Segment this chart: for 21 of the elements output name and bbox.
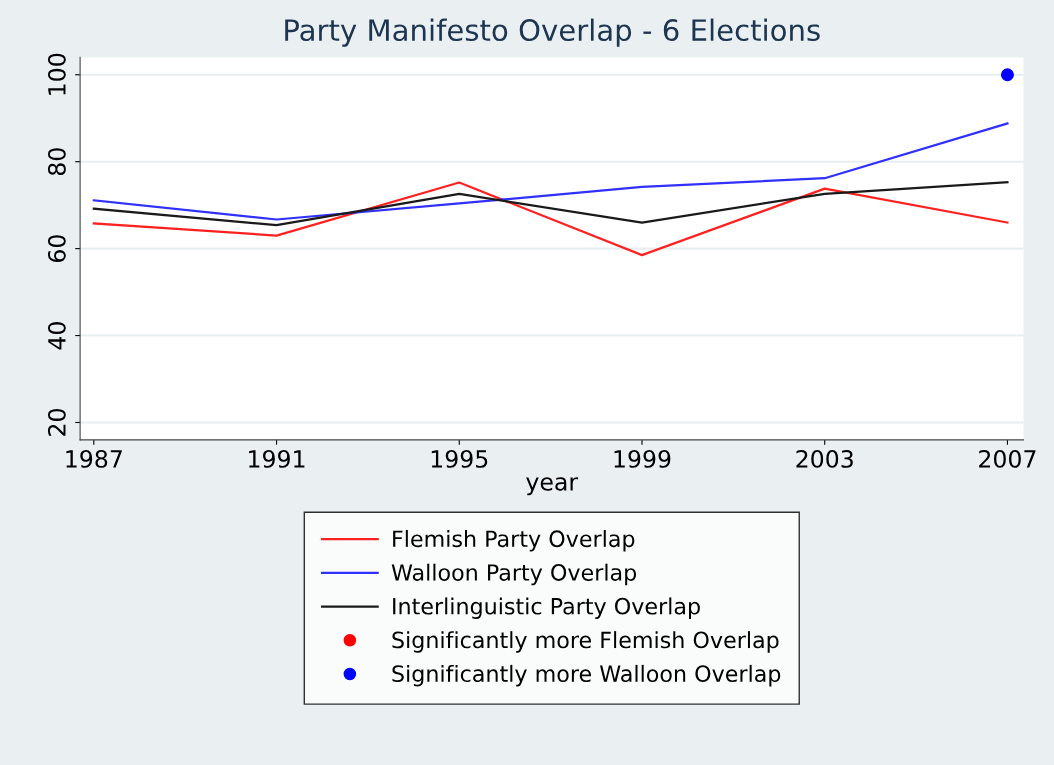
y-tick-label: 80 [47, 148, 66, 176]
x-tick-label: 1991 [249, 450, 305, 468]
x-tick-label: 1987 [66, 450, 122, 468]
y-tick-label: 20 [47, 409, 66, 436]
legend-label: Walloon Party Overlap [391, 563, 637, 586]
x-tick-label: 2003 [796, 450, 853, 468]
x-axis-title: year [526, 477, 579, 496]
x-tick-label: 2007 [979, 450, 1036, 468]
x-tick-label: 1995 [431, 450, 488, 468]
x-tick-label: 1999 [614, 450, 671, 468]
legend-label: Significantly more Walloon Overlap [392, 664, 781, 687]
y-tick-label: 60 [47, 235, 66, 262]
legend-label: Interlinguistic Party Overlap [393, 597, 700, 619]
legend-label: Flemish Party Overlap [393, 529, 635, 552]
line-series [92, 122, 1009, 221]
line-series [92, 181, 1009, 257]
legend-label: Significantly more Flemish Overlap [392, 631, 779, 653]
y-tick-label: 40 [47, 322, 66, 350]
y-tick-label: 100 [47, 53, 66, 95]
line-series [92, 181, 1009, 227]
chart-title: Party Manifesto Overlap - 6 Elections [285, 18, 820, 47]
